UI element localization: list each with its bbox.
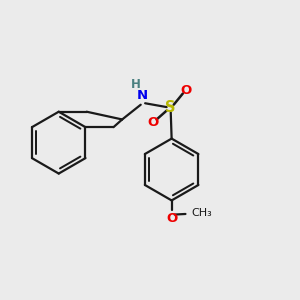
Text: O: O [166,212,177,225]
Text: CH₃: CH₃ [191,208,212,218]
Text: O: O [181,83,192,97]
Text: H: H [131,79,141,92]
Text: O: O [148,116,159,130]
Text: S: S [165,100,175,115]
Text: N: N [136,89,148,102]
